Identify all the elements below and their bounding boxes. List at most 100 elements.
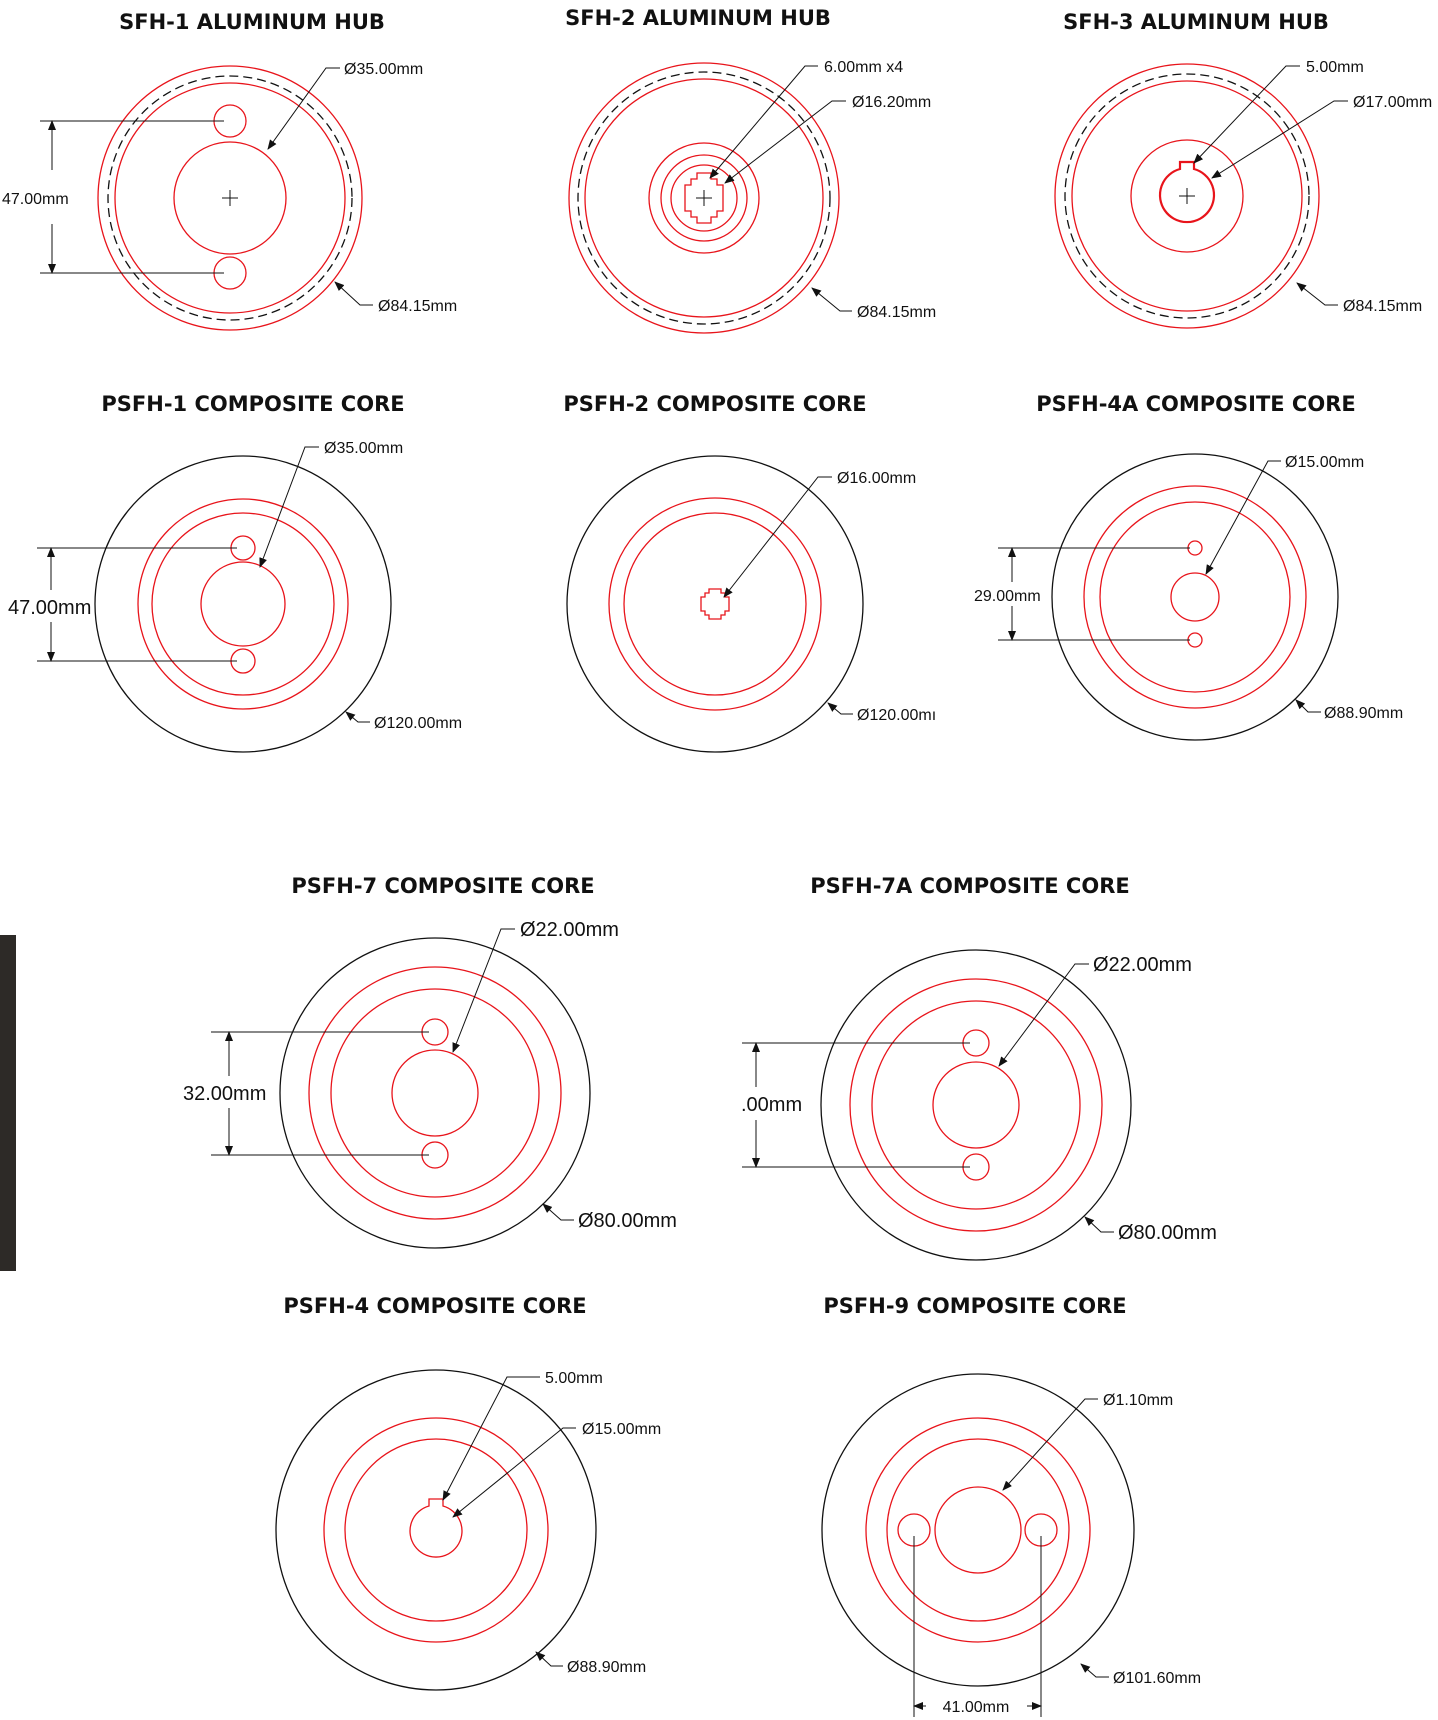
psfh9-hole-label: Ø1.10mm [1103, 1392, 1173, 1409]
sfh2-splined-bore [684, 172, 724, 224]
psfh1-spacing-label: 47.00mm [8, 597, 91, 619]
sfh2-bore-ring [670, 164, 738, 232]
psfh7-bore [391, 1049, 479, 1137]
psfh4a-drawing: PSFH-4A COMPOSITE CORE 29.00mm Ø15.00mm … [974, 392, 1403, 741]
psfh4-drawing: PSFH-4 COMPOSITE CORE 5.00mm Ø15.00mm Ø8… [275, 1294, 661, 1691]
psfh7-outer-circle [279, 937, 591, 1249]
psfh2-drawing: PSFH-2 COMPOSITE CORE Ø16.00mm Ø120.00mı [563, 392, 936, 753]
psfh1-ring-inner [151, 512, 335, 696]
sfh1-inner-ring [114, 82, 346, 314]
psfh4a-ring-outer [1083, 485, 1307, 709]
psfh4a-spacing-label: 29.00mm [974, 588, 1041, 605]
sfh1-bore [173, 141, 287, 255]
psfh1-outer-circle [94, 455, 392, 753]
psfh4a-bore-label: Ø15.00mm [1285, 454, 1364, 471]
sfh3-inner-ring [1071, 80, 1303, 312]
psfh1-bore [200, 561, 286, 647]
psfh7a-drawing: PSFH-7A COMPOSITE CORE .00mm Ø22.00mm Ø8… [741, 874, 1217, 1261]
sfh3-dashed-circle [1064, 73, 1310, 319]
psfh4a-ring-inner [1099, 501, 1291, 693]
psfh2-splined-bore [700, 588, 730, 620]
sfh2-hub-ring [648, 142, 760, 254]
psfh4-bore-label: Ø15.00mm [582, 1421, 661, 1438]
psfh9-ring-outer [865, 1417, 1091, 1643]
psfh4a-bore [1170, 572, 1220, 622]
psfh7-ring-outer [308, 966, 562, 1220]
sfh1-bore-label: Ø35.00mm [344, 61, 423, 78]
sfh1-spacing-label: 47.00mm [2, 191, 69, 208]
psfh2-outer-label: Ø120.00mı [857, 707, 936, 724]
sfh2-hub-boss [660, 154, 748, 242]
psfh7a-ring-inner [871, 1000, 1081, 1210]
sfh1-outer-label: Ø84.15mm [378, 298, 457, 315]
psfh9-bore [934, 1486, 1022, 1574]
psfh4a-outer-label: Ø88.90mm [1324, 705, 1403, 722]
psfh7a-spacing-label: .00mm [741, 1094, 802, 1116]
sfh2-drawing: SFH-2 ALUMINUM HUB 6.00mm x4 Ø16.20mm Ø8… [565, 6, 936, 334]
psfh2-bore-label: Ø16.00mm [837, 470, 916, 487]
psfh9-title: PSFH-9 COMPOSITE CORE [823, 1294, 1126, 1318]
psfh9-ring-inner [886, 1438, 1070, 1622]
psfh7a-bore [932, 1061, 1020, 1149]
psfh7-title: PSFH-7 COMPOSITE CORE [291, 874, 594, 898]
psfh4a-title: PSFH-4A COMPOSITE CORE [1036, 392, 1355, 416]
psfh7-drawing: PSFH-7 COMPOSITE CORE 32.00mm Ø22.00mm Ø… [183, 874, 677, 1249]
psfh2-ring-inner [623, 512, 807, 696]
sfh1-outer-circle [97, 65, 363, 331]
sfh3-outer-label: Ø84.15mm [1343, 298, 1422, 315]
sfh1-center-mark [222, 190, 238, 206]
psfh2-ring-outer [608, 497, 822, 711]
sfh3-key-label: 5.00mm [1306, 59, 1364, 76]
sfh2-slot-label: 6.00mm x4 [824, 59, 903, 76]
psfh4-outer-label: Ø88.90mm [567, 1659, 646, 1676]
sfh3-title: SFH-3 ALUMINUM HUB [1063, 10, 1329, 34]
psfh9-outer-label: Ø101.60mm [1113, 1670, 1201, 1687]
psfh1-drawing: PSFH-1 COMPOSITE CORE 47.00mm Ø35.00mm Ø… [8, 392, 462, 753]
sfh2-dashed-circle [577, 71, 831, 325]
sfh3-outer-circle [1054, 63, 1320, 329]
sfh1-title: SFH-1 ALUMINUM HUB [119, 10, 385, 34]
psfh7a-outer-circle [820, 949, 1132, 1261]
sfh3-bore-label: Ø17.00mm [1353, 94, 1432, 111]
psfh4-ring-outer [323, 1417, 549, 1643]
sfh2-title: SFH-2 ALUMINUM HUB [565, 6, 831, 30]
psfh4-keyed-bore [409, 1498, 463, 1558]
psfh7-spacing-label: 32.00mm [183, 1083, 266, 1105]
psfh7a-bore-label: Ø22.00mm [1093, 954, 1192, 976]
psfh4-key-label: 5.00mm [545, 1370, 603, 1387]
sfh3-keyed-bore [1158, 160, 1216, 224]
psfh2-title: PSFH-2 COMPOSITE CORE [563, 392, 866, 416]
psfh1-bore-label: Ø35.00mm [324, 440, 403, 457]
sfh2-bore-label: Ø16.20mm [852, 94, 931, 111]
psfh7a-ring-outer [849, 978, 1103, 1232]
psfh4a-top-hole [1187, 540, 1203, 556]
psfh7-bore-label: Ø22.00mm [520, 919, 619, 941]
psfh1-ring-outer [137, 498, 349, 710]
sfh3-drawing: SFH-3 ALUMINUM HUB 5.00mm Ø17.00mm Ø84.1… [1054, 10, 1432, 329]
sfh3-hub-ring [1130, 139, 1244, 253]
psfh4-title: PSFH-4 COMPOSITE CORE [283, 1294, 586, 1318]
sfh3-center-mark [1179, 188, 1195, 204]
sfh1-dashed-circle [107, 75, 353, 321]
psfh7-outer-label: Ø80.00mm [578, 1210, 677, 1232]
psfh9-spacing-label: 41.00mm [943, 1699, 1010, 1716]
psfh1-title: PSFH-1 COMPOSITE CORE [101, 392, 404, 416]
psfh1-outer-label: Ø120.00mm [374, 715, 462, 732]
psfh4a-bottom-hole [1187, 632, 1203, 648]
sfh2-inner-ring [584, 78, 824, 318]
psfh4-outer-circle [275, 1369, 597, 1691]
psfh7a-outer-label: Ø80.00mm [1118, 1222, 1217, 1244]
sfh2-outer-label: Ø84.15mm [857, 304, 936, 321]
sfh1-drawing: SFH-1 ALUMINUM HUB 47.00mm Ø35.00mm Ø84.… [2, 10, 457, 331]
psfh7-ring-inner [330, 988, 540, 1198]
sfh2-outer-circle [568, 62, 840, 334]
sfh2-center-mark [696, 190, 712, 206]
psfh2-outer-circle [566, 455, 864, 753]
psfh4-ring-inner [344, 1438, 528, 1622]
psfh7a-title: PSFH-7A COMPOSITE CORE [810, 874, 1129, 898]
psfh9-drawing: PSFH-9 COMPOSITE CORE 41.00mm Ø1.10mm Ø1… [821, 1294, 1201, 1717]
sidebar-tab [0, 935, 16, 1271]
psfh9-outer-circle [821, 1373, 1135, 1687]
psfh4a-outer-circle [1051, 453, 1339, 741]
